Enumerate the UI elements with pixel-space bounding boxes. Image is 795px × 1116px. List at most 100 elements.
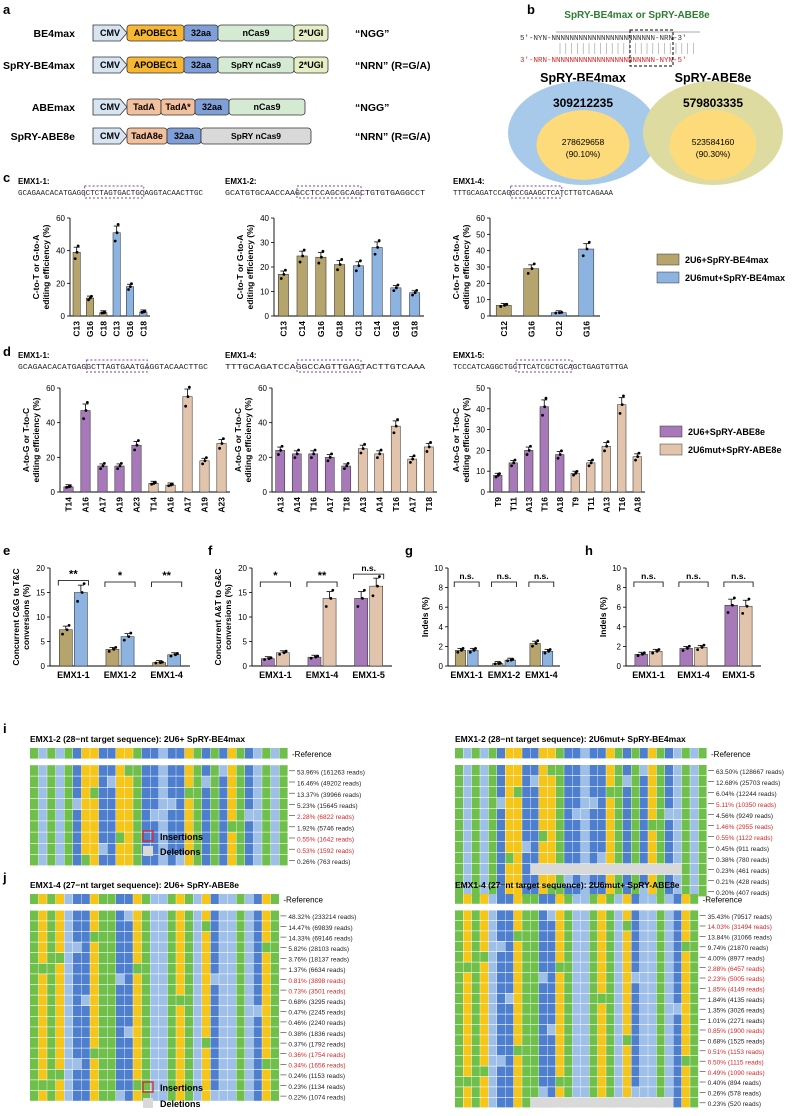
nucleotide-cell <box>98 798 107 810</box>
nucleotide-cell <box>656 886 665 897</box>
nucleotide-cell <box>262 1006 271 1016</box>
nucleotide-cell <box>648 820 657 831</box>
nucleotide-cell <box>107 942 116 953</box>
nucleotide-cell <box>90 953 99 963</box>
nucleotide-cell <box>193 894 202 904</box>
nucleotide-cell <box>176 910 185 921</box>
nucleotide-cell <box>648 1076 657 1087</box>
nucleotide-cell <box>202 1027 211 1038</box>
nucleotide-cell <box>245 910 254 921</box>
nucleotide-cell <box>81 1016 90 1027</box>
data-point <box>530 267 534 271</box>
nucleotide-cell <box>513 853 522 864</box>
nucleotide-cell <box>176 765 185 776</box>
nucleotide-cell <box>480 842 489 853</box>
nucleotide-cell <box>623 748 631 759</box>
nucleotide-cell <box>581 1045 589 1056</box>
data-point <box>460 648 463 652</box>
protospacer-window-box <box>84 185 145 199</box>
nucleotide-cell <box>572 798 581 809</box>
data-point <box>338 263 342 266</box>
data-point <box>499 305 503 308</box>
nucleotide-cell <box>497 910 505 921</box>
nucleotide-cell <box>681 972 690 983</box>
nucleotide-cell <box>631 1024 640 1035</box>
nucleotide-cell <box>555 962 564 973</box>
nucleotide-cell <box>497 820 505 831</box>
y-tick-label: 0 <box>51 488 56 497</box>
target-sequence: TCCCATCAGGCTGCTTCATCGCTGCAGCTGAGTGTTGA <box>453 364 629 372</box>
nucleotide-cell <box>219 765 228 776</box>
nucleotide-cell <box>38 843 47 855</box>
nucleotide-cell <box>488 1066 497 1077</box>
nucleotide-cell <box>547 993 556 1004</box>
data-point <box>618 411 622 415</box>
nucleotide-cell <box>30 910 39 921</box>
target-site-name: EMX1-2: <box>225 177 257 186</box>
nucleotide-cell <box>90 854 99 866</box>
nucleotide-cell <box>572 920 581 931</box>
nucleotide-cell <box>270 1037 279 1048</box>
nucleotide-cell <box>513 831 522 842</box>
nucleotide-cell <box>581 831 589 842</box>
y-tick-label: 60 <box>258 384 267 393</box>
data-point <box>150 482 154 486</box>
nucleotide-cell <box>480 765 489 776</box>
nucleotide-cell <box>564 983 573 993</box>
y-tick-label: 20 <box>476 279 485 288</box>
allele-frequency-label: 0.73% (3501 reads) <box>288 988 345 995</box>
nucleotide-cell <box>210 974 219 985</box>
nucleotide-cell <box>606 1056 615 1066</box>
nucleotide-cell <box>497 765 505 776</box>
nucleotide-cell <box>116 843 125 855</box>
nucleotide-cell <box>555 972 564 983</box>
dna-bottom-strand: 3'-NRN-NNNNNNNNNNNNNNNNNNNNNNN-NYN-5' <box>520 57 687 65</box>
nucleotide-cell <box>471 941 480 952</box>
nucleotide-cell <box>210 1059 219 1069</box>
nucleotide-cell <box>597 1087 606 1097</box>
nucleotide-cell <box>522 809 531 820</box>
nucleotide-cell <box>227 748 236 759</box>
pam-label: “NRN” (R=G/A) <box>355 60 431 72</box>
bar <box>539 406 549 493</box>
nucleotide-cell <box>581 931 589 941</box>
nucleotide-cell <box>73 832 82 843</box>
target-site-name: EMX1-4: <box>225 351 257 360</box>
allele-frequency-label: 13.84% (31066 reads) <box>708 935 772 942</box>
nucleotide-cell <box>159 921 168 932</box>
x-category-label: A17 <box>407 497 417 513</box>
construct-part-label: CMV <box>100 131 120 141</box>
legend-label: 2U6mut+SpRY-ABE8e <box>688 445 781 455</box>
nucleotide-cell <box>38 1016 47 1027</box>
nucleotide-cell <box>471 809 480 820</box>
nucleotide-cell <box>98 1048 107 1059</box>
nucleotide-cell <box>589 853 598 864</box>
x-category-label: EMX1-5 <box>352 670 385 680</box>
nucleotide-cell <box>665 952 673 962</box>
nucleotide-cell <box>116 787 125 799</box>
nucleotide-cell <box>245 843 254 855</box>
nucleotide-cell <box>572 993 581 1004</box>
nucleotide-cell <box>107 894 116 904</box>
nucleotide-cell <box>673 787 682 798</box>
nucleotide-cell <box>202 931 211 942</box>
data-point <box>102 462 106 465</box>
nucleotide-cell <box>159 953 168 963</box>
construct-part-label: 2*UGI <box>299 60 324 70</box>
nucleotide-cell <box>513 931 522 941</box>
nucleotide-cell <box>455 798 463 809</box>
nucleotide-cell <box>606 1004 615 1014</box>
nucleotide-cell <box>581 853 589 864</box>
nucleotide-cell <box>81 953 90 963</box>
nucleotide-cell <box>522 983 531 993</box>
nucleotide-cell <box>539 993 547 1004</box>
allele-frequency-label: 5.23% (15645 reads) <box>297 803 358 810</box>
x-category-label: EMX1-1 <box>57 670 90 680</box>
nucleotide-cell <box>522 748 531 759</box>
nucleotide-cell <box>572 1035 581 1045</box>
nucleotide-cell <box>262 1037 271 1048</box>
legend-label: 2U6+SpRY-BE4max <box>685 255 768 265</box>
data-point <box>361 447 365 451</box>
nucleotide-cell <box>471 920 480 931</box>
